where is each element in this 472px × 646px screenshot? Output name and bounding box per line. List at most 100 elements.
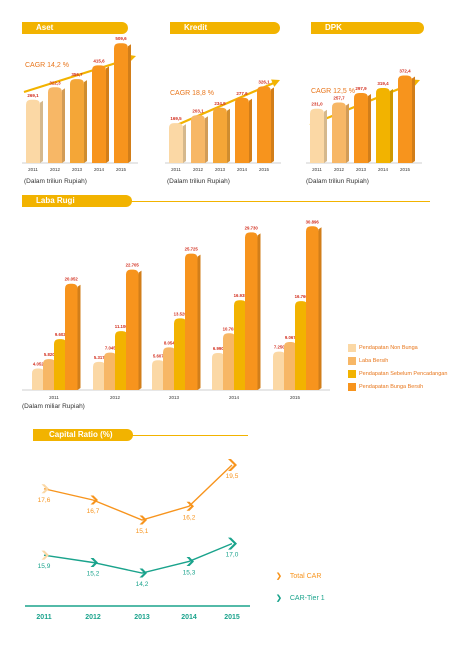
car-tier1-marker-2013 bbox=[139, 568, 147, 578]
dpk-bar-side-2014 bbox=[390, 88, 393, 163]
laba-value-label-2015-2: 16.760 bbox=[295, 294, 309, 299]
car-tier1-marker-2014 bbox=[186, 556, 194, 566]
kredit-tick-2012: 2012 bbox=[193, 167, 204, 172]
car-tier1-marker-2015 bbox=[228, 537, 237, 550]
dpk-value-label-2011: 231,0 bbox=[311, 102, 323, 107]
aset-bar-side-2013 bbox=[84, 80, 87, 163]
total-car-marker-2015 bbox=[228, 459, 237, 471]
capital-tick-2012: 2012 bbox=[85, 614, 101, 621]
chevron-right-icon: ❯ bbox=[276, 573, 282, 580]
laba-tick-2012: 2012 bbox=[110, 395, 121, 400]
laba-header: Laba Rugi bbox=[22, 195, 132, 207]
kredit-bar-2014 bbox=[235, 97, 249, 163]
kredit-title: Kredit bbox=[184, 23, 208, 32]
laba-value-label-2011-3: 20.052 bbox=[65, 277, 79, 282]
aset-header: Aset bbox=[22, 22, 128, 34]
laba-bar-2014-2 bbox=[234, 300, 247, 390]
kredit-bar-2012 bbox=[191, 115, 205, 163]
aset-unit: (Dalam triliun Rupiah) bbox=[24, 178, 87, 185]
laba-bar-2012-1 bbox=[104, 352, 117, 390]
laba-value-label-2011-0: 4.052 bbox=[33, 362, 44, 367]
aset-bar-2013 bbox=[70, 79, 84, 163]
laba-tick-2013: 2013 bbox=[169, 395, 180, 400]
laba-bar-2014-0 bbox=[212, 352, 225, 390]
dpk-bar-2011 bbox=[310, 108, 324, 163]
dpk-value-label-2012: 257,7 bbox=[333, 95, 345, 100]
kredit-bar-side-2012 bbox=[205, 116, 208, 163]
laba-bar-side-2011-3 bbox=[77, 284, 81, 390]
dpk-tick-2011: 2011 bbox=[312, 167, 322, 172]
aset-bar-2015 bbox=[114, 43, 128, 163]
total-car-marker-2011 bbox=[41, 484, 49, 494]
laba-value-label-2012-1: 7.045 bbox=[105, 346, 116, 351]
capital-legend-label: CAR-Tier 1 bbox=[289, 594, 325, 602]
laba-bar-2011-0 bbox=[32, 368, 45, 390]
laba-value-label-2013-2: 13.520 bbox=[174, 311, 188, 316]
total-car-marker-2012 bbox=[90, 495, 98, 505]
total-car-marker-2013 bbox=[139, 515, 147, 525]
aset-bar-2011 bbox=[26, 99, 40, 163]
chevron-right-icon: ❯ bbox=[276, 595, 282, 602]
car-tier1-marker-2012 bbox=[90, 558, 98, 567]
total-car-value-label-2015: 19,5 bbox=[226, 473, 239, 480]
kredit-bar-2015 bbox=[257, 86, 271, 163]
kredit-value-label-2011: 169,5 bbox=[170, 116, 182, 121]
kredit-bar-2013 bbox=[213, 107, 227, 163]
dpk-bar-side-2011 bbox=[324, 109, 327, 163]
dpk-tick-2012: 2012 bbox=[334, 167, 345, 172]
laba-bar-2011-2 bbox=[54, 339, 67, 390]
kredit-value-label-2013: 234,9 bbox=[214, 101, 226, 106]
dpk-tick-2013: 2013 bbox=[356, 167, 367, 172]
kredit-bar-side-2011 bbox=[183, 124, 186, 163]
laba-bar-side-2015-3 bbox=[318, 227, 322, 390]
kredit-header: Kredit bbox=[170, 22, 280, 34]
capital-header: Capital Ratio (%) bbox=[33, 429, 133, 441]
kredit-tick-2014: 2014 bbox=[237, 167, 248, 172]
dpk-bar-2013 bbox=[354, 92, 368, 163]
car-tier1-value-label-2015: 17,0 bbox=[226, 552, 239, 559]
dpk-value-label-2013: 297,9 bbox=[355, 86, 367, 91]
laba-title: Laba Rugi bbox=[36, 196, 75, 205]
capital-legend-item: ❯ CAR-Tier 1 bbox=[276, 594, 325, 603]
aset-cagr: CAGR 14,2 % bbox=[25, 62, 69, 69]
aset-bar-side-2015 bbox=[128, 44, 131, 163]
capital-tick-2015: 2015 bbox=[224, 614, 240, 621]
laba-value-label-2014-1: 10.703 bbox=[223, 326, 237, 331]
aset-tick-2013: 2013 bbox=[72, 167, 83, 172]
kredit-bar-2011 bbox=[169, 123, 183, 163]
capital-tick-2013: 2013 bbox=[134, 614, 150, 621]
dpk-unit: (Dalam triliun Rupiah) bbox=[306, 178, 369, 185]
aset-tick-2011: 2011 bbox=[28, 167, 38, 172]
laba-bar-2015-2 bbox=[295, 301, 308, 390]
dpk-tick-2015: 2015 bbox=[400, 167, 411, 172]
total-car-value-label-2012: 16,7 bbox=[87, 508, 100, 515]
laba-bar-2013-0 bbox=[152, 360, 165, 390]
capital-legend-item: ❯ Total CAR bbox=[276, 572, 322, 581]
car-tier1-value-label-2012: 15,2 bbox=[87, 571, 100, 578]
kredit-tick-2015: 2015 bbox=[259, 167, 270, 172]
aset-value-label-2015: 509,6 bbox=[115, 36, 127, 41]
aset-value-label-2013: 356,7 bbox=[71, 72, 83, 77]
car-tier1-marker-2011 bbox=[41, 550, 49, 560]
laba-bar-2012-3 bbox=[126, 269, 139, 390]
laba-bar-2015-0 bbox=[273, 351, 286, 390]
laba-value-label-2013-3: 25.725 bbox=[185, 247, 199, 252]
laba-value-label-2015-1: 9.067 bbox=[285, 335, 296, 340]
dpk-bar-side-2015 bbox=[412, 76, 415, 163]
laba-legend-item: Pendapatan Sebelum Pencadangan bbox=[348, 370, 447, 378]
total-car-value-label-2011: 17,6 bbox=[38, 497, 51, 504]
laba-bar-2014-1 bbox=[223, 333, 236, 390]
aset-bar-2012 bbox=[48, 87, 62, 163]
total-car-line bbox=[43, 464, 233, 521]
laba-bar-side-2014-3 bbox=[257, 233, 261, 390]
kredit-tick-2013: 2013 bbox=[215, 167, 226, 172]
dpk-bar-2014 bbox=[376, 87, 390, 163]
aset-tick-2015: 2015 bbox=[116, 167, 127, 172]
laba-bar-side-2013-3 bbox=[197, 254, 201, 390]
total-car-value-label-2014: 16,2 bbox=[183, 514, 196, 521]
laba-legend-item: Pendapatan Bunga Bersih bbox=[348, 383, 423, 391]
capital-legend-label: Total CAR bbox=[289, 572, 322, 580]
laba-bar-side-2012-3 bbox=[138, 270, 142, 390]
kredit-unit: (Dalam triliun Rupiah) bbox=[167, 178, 230, 185]
